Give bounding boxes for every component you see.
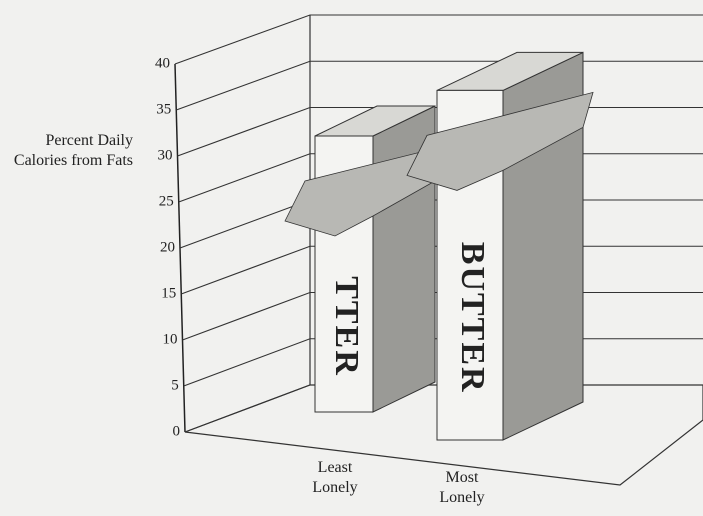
y-tick-label: 40 [155,55,170,71]
x-tick-label: Most Lonely [427,468,497,508]
chart: 0 5 10 15 20 25 30 35 40 TTER BUTTER Percent Daily… [0,0,703,516]
y-tick-label: 5 [171,377,179,393]
x-tick-label: Least Lonely [300,458,370,498]
y-tick-label: 15 [161,285,176,301]
y-tick-label: 20 [160,239,175,255]
y-axis-label: Percent Daily Calories from Fats [0,131,133,171]
y-tick-label: 25 [159,193,174,209]
y-tick-label: 0 [173,423,181,439]
bar-label: BUTTER [454,242,491,394]
plot: 0 5 10 15 20 25 30 35 40 TTER BUTTER [0,0,703,516]
y-tick-label: 30 [158,147,173,163]
grid-line [175,15,703,64]
y-tick-label: 35 [156,101,171,117]
bar-label: TTER [328,276,365,377]
y-tick-label: 10 [163,331,178,347]
